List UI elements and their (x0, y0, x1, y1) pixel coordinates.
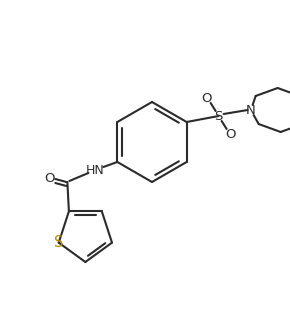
Text: HN: HN (86, 164, 105, 176)
Text: O: O (201, 91, 212, 105)
Text: S: S (54, 235, 64, 250)
Text: O: O (225, 127, 236, 140)
Text: N: N (246, 104, 255, 116)
Text: O: O (44, 172, 55, 186)
Text: S: S (214, 110, 223, 122)
